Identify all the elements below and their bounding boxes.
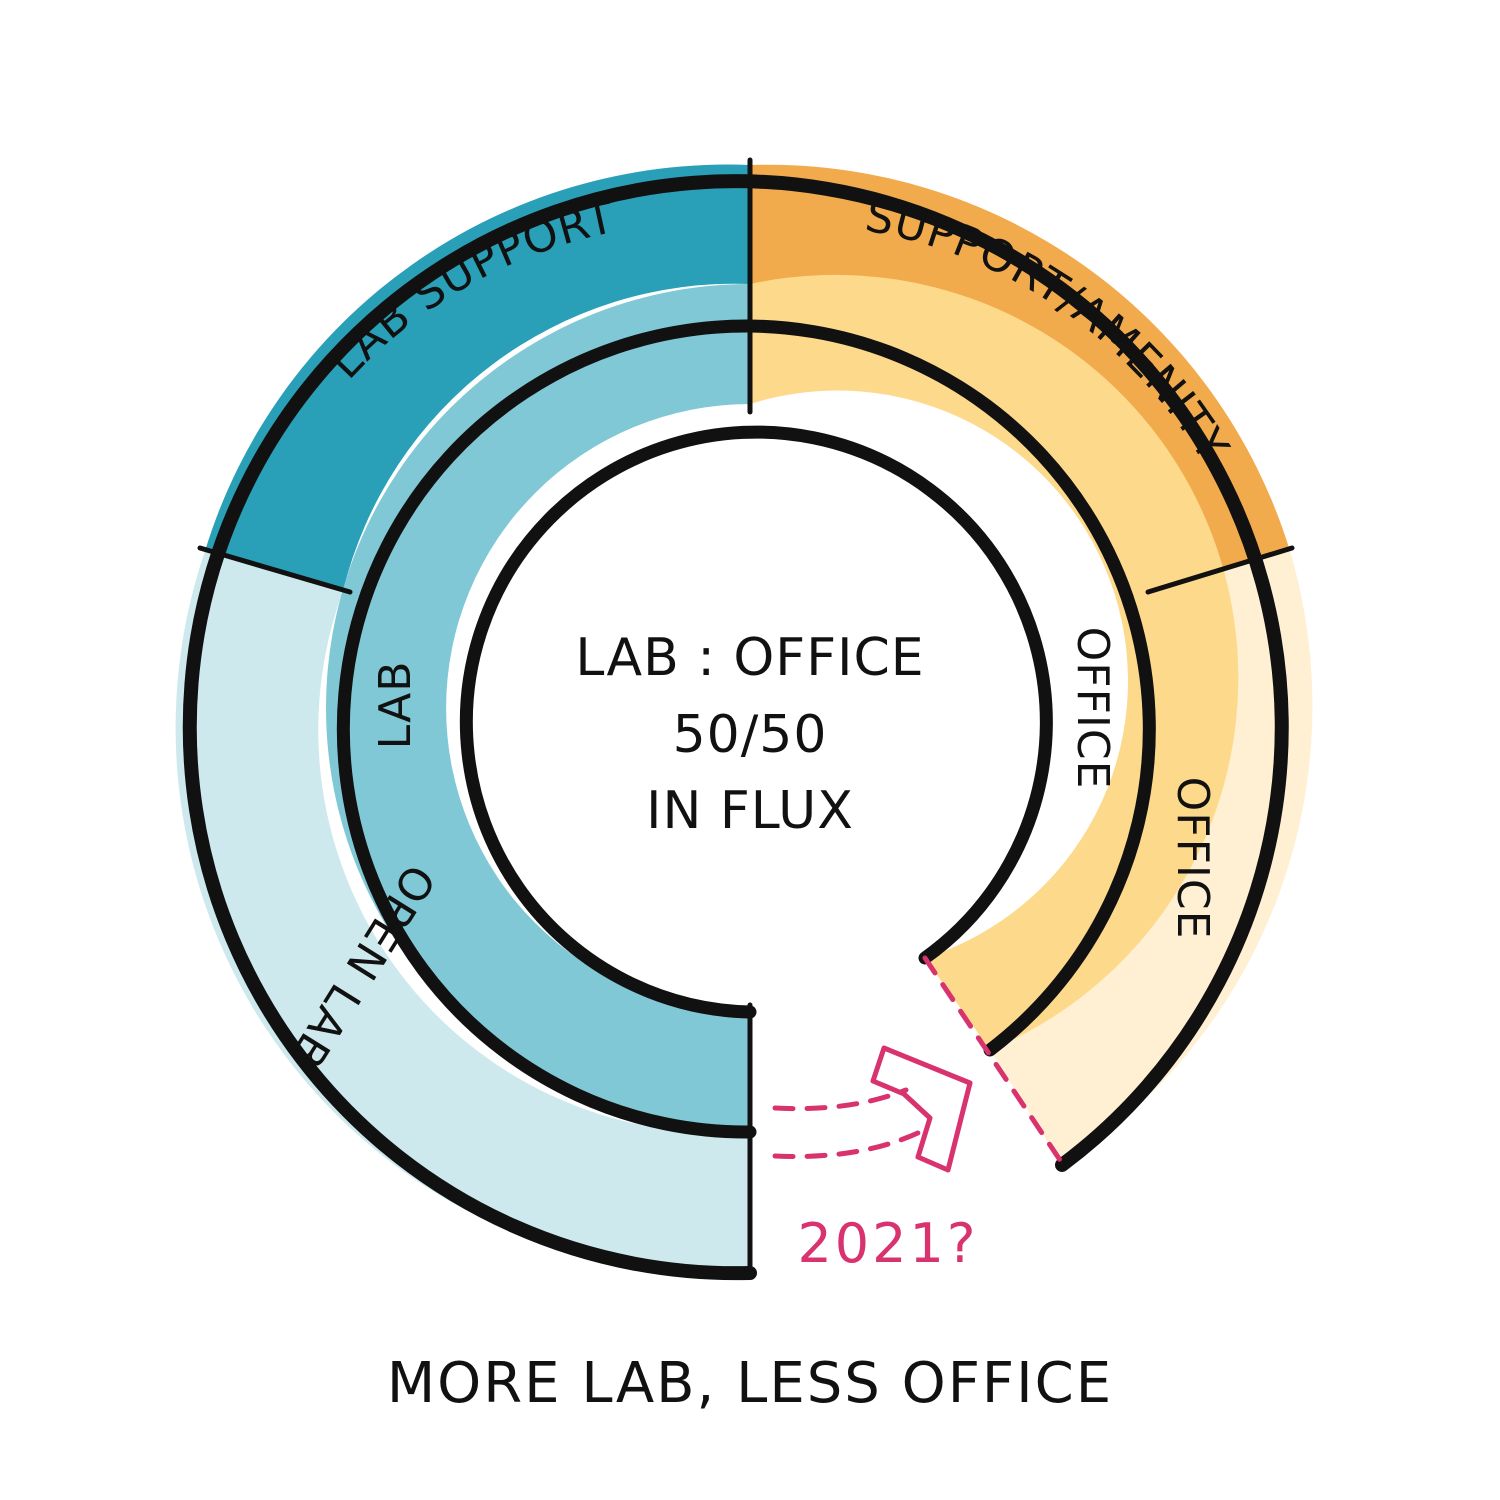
- office-inner-label: OFFICE: [1067, 627, 1118, 790]
- middle-edge-line: [336, 319, 1156, 1139]
- segment-office-inner: [750, 274, 1239, 1050]
- arrow-icon: [870, 1045, 973, 1173]
- outer-edge-line: [182, 174, 1289, 1281]
- right-divider: [1145, 545, 1295, 595]
- inner-edge-line: [459, 425, 1053, 1019]
- segment-lab: [326, 284, 750, 1132]
- segment-lab-support: [205, 164, 750, 592]
- dashed-cut-line: [922, 955, 1067, 1169]
- dashed-motion-line-bottom: [772, 1129, 923, 1159]
- dashed-motion-line-top: [772, 1087, 909, 1112]
- center-ratio-label: LAB : OFFICE: [575, 628, 924, 688]
- office-outer-label: OFFICE: [1167, 777, 1218, 940]
- center-status-label: IN FLUX: [646, 781, 854, 841]
- left-divider: [197, 545, 353, 595]
- center-split-label: 50/50: [673, 705, 828, 765]
- ring-outlines: [182, 157, 1295, 1281]
- diagram-caption: MORE LAB, LESS OFFICE: [387, 1351, 1113, 1416]
- segment-open-lab: [175, 551, 750, 1274]
- future-shift-annotation: [772, 955, 1067, 1173]
- lab-label: LAB: [370, 661, 421, 750]
- year-annotation: 2021?: [797, 1212, 978, 1275]
